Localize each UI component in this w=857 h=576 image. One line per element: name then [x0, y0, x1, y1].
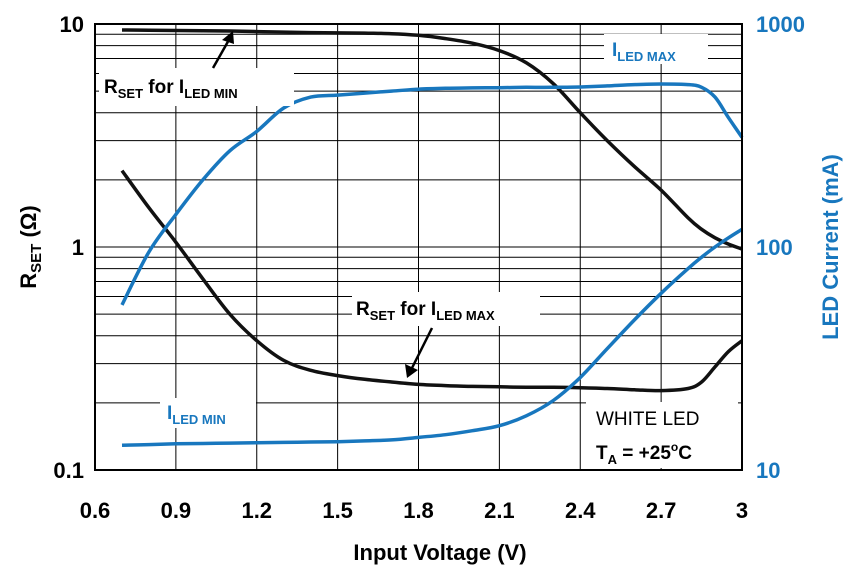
- iled-max-label: ILED MAX: [612, 40, 676, 64]
- x-tick-label: 1.2: [241, 498, 272, 523]
- rset-min-label-bg: [99, 68, 294, 106]
- rset-max-arrow-head: [405, 364, 418, 378]
- y-left-title-main: R: [16, 273, 41, 289]
- x-tick-label: 3: [736, 498, 748, 523]
- y-right-tick-label: 100: [756, 235, 793, 260]
- y-left-title-sub: SET: [28, 244, 45, 273]
- ta-label: TA = +25oC: [596, 440, 692, 467]
- iled-min-line: [121, 227, 743, 448]
- x-tick-label: 0.6: [80, 498, 111, 523]
- right-tick-labels: 10 100 1000: [756, 12, 805, 483]
- y-right-tick-label: 1000: [756, 12, 805, 37]
- y-left-tick-label: 10: [60, 12, 84, 37]
- y-right-tick-label: 10: [756, 458, 780, 483]
- iled-max-label-bg: [604, 34, 708, 64]
- x-tick-label: 2.4: [565, 498, 596, 523]
- iled-min-label-bg: [160, 398, 256, 428]
- left-tick-labels: 0.1 1 10: [53, 12, 84, 483]
- rset-max-arrow-line: [410, 327, 434, 369]
- x-tick-label: 1.8: [403, 498, 434, 523]
- rset-for-iled-max-line: [120, 169, 744, 393]
- plot-frame: [94, 23, 743, 471]
- bottom-tick-labels: 0.6 0.9 1.2 1.5 1.8 2.1 2.4 2.7 3: [80, 498, 748, 523]
- white-led-label: WHITE LED: [596, 409, 699, 430]
- x-tick-label: 0.9: [161, 498, 192, 523]
- y-left-tick-label: 1: [72, 235, 84, 260]
- x-tick-label: 1.5: [322, 498, 353, 523]
- y-left-axis-title: RSET (Ω): [16, 205, 45, 288]
- y-left-title-tail: (Ω): [16, 205, 41, 243]
- series-layer: [120, 28, 744, 448]
- y-left-tick-label: 0.1: [53, 458, 84, 483]
- y-right-axis-title: LED Current (mA): [818, 154, 843, 340]
- iled-min-label: ILED MIN: [167, 403, 226, 427]
- rset-min-arrow-line: [211, 37, 232, 69]
- iled-max-line: [120, 82, 744, 306]
- conditions-box-bg: [586, 402, 738, 468]
- rset-for-iled-min-line: [121, 28, 743, 251]
- rset-max-label: RSET for ILED MAX: [356, 299, 495, 323]
- x-axis-title: Input Voltage (V): [353, 540, 526, 565]
- rset-min-arrow-head: [222, 31, 234, 44]
- x-tick-label: 2.1: [484, 498, 515, 523]
- rset-min-label: RSET for ILED MIN: [104, 77, 238, 101]
- x-tick-label: 2.7: [646, 498, 677, 523]
- rset-max-label-bg: [352, 292, 540, 326]
